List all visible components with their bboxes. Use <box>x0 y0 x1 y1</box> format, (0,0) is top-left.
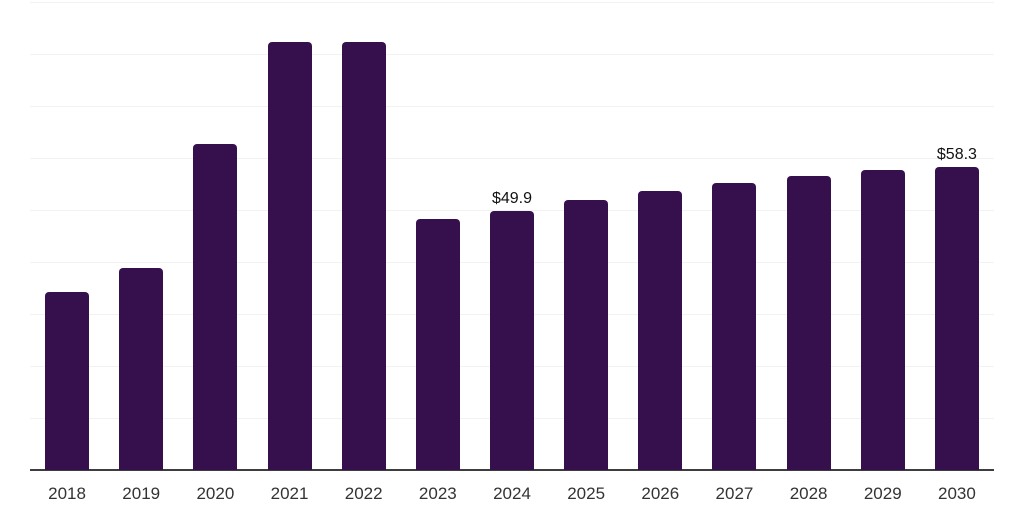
value-label-2030: $58.3 <box>936 145 977 163</box>
x-tick-label-2019: 2019 <box>122 484 161 503</box>
gridline-y60 <box>30 158 994 159</box>
bar-2022[interactable] <box>341 41 386 470</box>
x-tick-label-2030: 2030 <box>938 484 976 503</box>
bar-2026[interactable] <box>638 190 683 470</box>
bar-2024[interactable] <box>490 210 534 470</box>
x-axis-line <box>30 469 994 471</box>
x-tick-label-2024: 2024 <box>493 484 531 503</box>
x-tick-label-2022: 2022 <box>344 484 383 503</box>
bar-2019[interactable] <box>119 268 164 470</box>
gridline-y70 <box>30 106 994 107</box>
x-tick-label-2020: 2020 <box>196 484 235 503</box>
gridline-y80 <box>30 54 994 55</box>
x-tick-label-2027: 2027 <box>715 484 754 503</box>
bar-2018[interactable] <box>45 292 90 470</box>
bar-2021[interactable] <box>267 41 312 470</box>
x-tick-label-2028: 2028 <box>789 484 828 503</box>
bar-2030[interactable] <box>934 166 979 470</box>
bar-2025[interactable] <box>564 199 609 470</box>
bar-2020[interactable] <box>193 144 238 470</box>
x-tick-label-2018: 2018 <box>48 484 86 503</box>
bar-2027[interactable] <box>712 182 757 470</box>
value-label-2024: $49.9 <box>491 189 533 207</box>
x-tick-label-2029: 2029 <box>863 484 902 503</box>
x-tick-label-2021: 2021 <box>270 484 309 503</box>
x-tick-label-2026: 2026 <box>641 484 680 503</box>
bar-2029[interactable] <box>860 170 905 470</box>
x-tick-label-2025: 2025 <box>567 484 606 503</box>
bar-2028[interactable] <box>786 175 831 470</box>
gridline-y90 <box>30 2 994 3</box>
x-tick-label-2023: 2023 <box>418 484 457 503</box>
bar-2023[interactable] <box>415 218 460 470</box>
